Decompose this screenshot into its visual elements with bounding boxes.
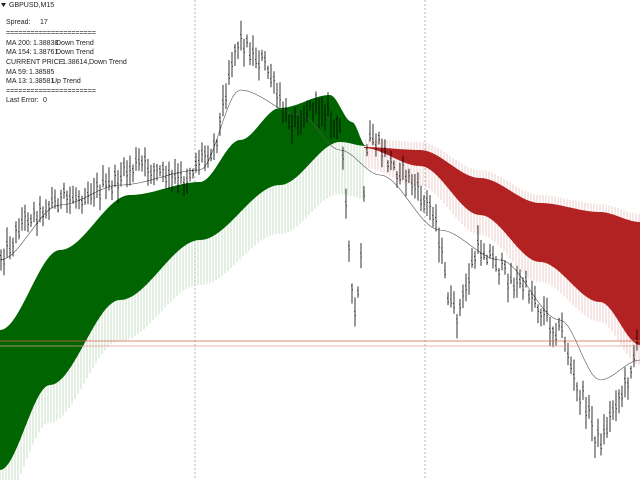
info-panel: GBPUSD,M15 Spread: 17 ==================… (1, 2, 127, 104)
row-trend: Up Trend (52, 78, 81, 85)
last-error-label: Last Error: (6, 97, 39, 104)
row-value: 1.38581 (29, 78, 54, 85)
row-label: MA 59: (6, 69, 28, 76)
separator: ====================== (6, 88, 96, 95)
row-label: MA 13: (6, 78, 28, 85)
bear-band (364, 147, 640, 345)
spread-label: Spread: (6, 19, 31, 26)
separator: ====================== (6, 30, 96, 37)
ma-line (0, 89, 640, 381)
price-bars (0, 20, 640, 458)
row-trend: Down Trend (89, 59, 127, 66)
row-value: 1.38585 (29, 69, 54, 76)
bull-band (0, 95, 366, 470)
row-label: MA 200: (6, 40, 32, 47)
row-value: 1.38761 (33, 49, 58, 56)
row-value: 1.38614, (62, 59, 89, 66)
symbol-title: GBPUSD,M15 (9, 2, 54, 9)
row-trend: Down Trend (56, 40, 94, 47)
row-value: 1.38838 (33, 40, 58, 47)
ma-bands (0, 95, 640, 480)
row-trend: Down Trend (56, 49, 94, 56)
dropdown-icon[interactable] (1, 3, 6, 7)
last-error-value: 0 (43, 97, 47, 104)
row-label: CURRENT PRICE: (6, 59, 65, 66)
row-label: MA 154: (6, 49, 32, 56)
spread-value: 17 (40, 19, 48, 26)
